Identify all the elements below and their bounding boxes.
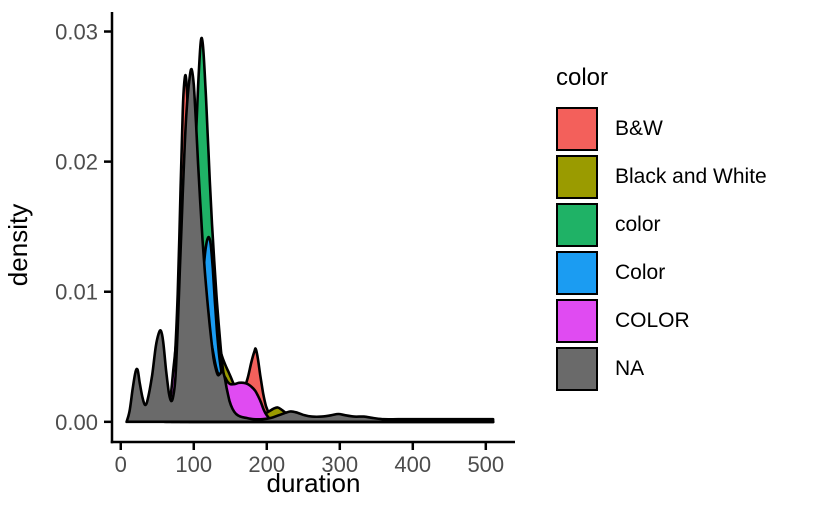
legend-swatch bbox=[556, 202, 598, 247]
legend-item-label: B&W bbox=[615, 116, 663, 140]
y-axis-title: density bbox=[2, 203, 33, 287]
legend-item: COLOR bbox=[556, 298, 767, 343]
legend-item: B&W bbox=[556, 106, 767, 151]
legend-item-label: Black and White bbox=[615, 164, 767, 188]
x-axis-title: duration bbox=[266, 468, 361, 498]
legend-title: color bbox=[556, 64, 609, 91]
legend-swatch bbox=[556, 298, 598, 343]
x-tick-label: 0 bbox=[115, 452, 127, 477]
legend-item: color bbox=[556, 202, 767, 247]
x-tick-label: 500 bbox=[467, 452, 504, 477]
legend-item-label: Color bbox=[615, 260, 666, 284]
legend-item: Color bbox=[556, 250, 767, 295]
x-tick-label: 200 bbox=[248, 452, 285, 477]
legend-items: B&W Black and White color Color COLOR NA bbox=[556, 106, 767, 391]
y-tick-label: 0.01 bbox=[55, 280, 98, 305]
legend-item: NA bbox=[556, 346, 767, 391]
legend-swatch bbox=[556, 250, 598, 295]
density-area-color-lowercase bbox=[179, 36, 495, 424]
x-tick-label: 400 bbox=[394, 452, 431, 477]
legend-swatch bbox=[556, 346, 598, 391]
legend-item: Black and White bbox=[556, 154, 767, 199]
legend: color B&W Black and White color Color COLOR N… bbox=[556, 64, 767, 394]
y-tick-label: 0.03 bbox=[55, 20, 98, 45]
x-tick-label: 100 bbox=[175, 452, 212, 477]
density-area-na bbox=[125, 67, 495, 424]
legend-item-label: color bbox=[615, 212, 661, 236]
legend-swatch bbox=[556, 154, 598, 199]
y-tick-label: 0.02 bbox=[55, 150, 98, 175]
legend-swatch bbox=[556, 106, 598, 151]
legend-item-label: COLOR bbox=[615, 308, 690, 332]
y-tick-label: 0.00 bbox=[55, 410, 98, 435]
x-tick-label: 300 bbox=[321, 452, 358, 477]
legend-item-label: NA bbox=[615, 356, 645, 380]
